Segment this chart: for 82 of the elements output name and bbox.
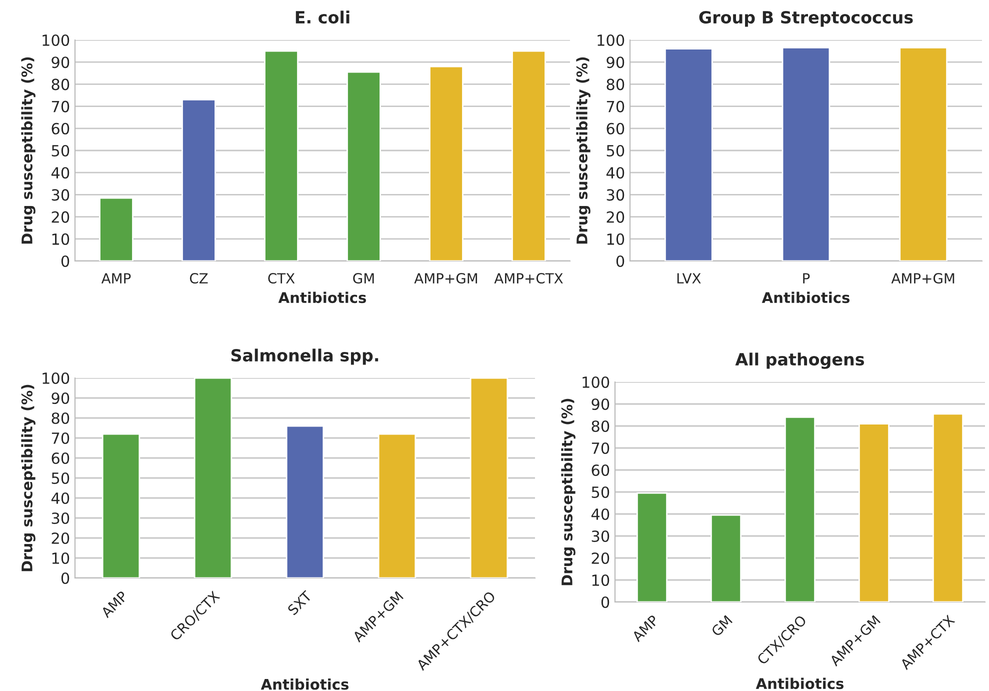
bar <box>99 197 134 261</box>
bar <box>346 71 381 261</box>
y-tick-label: 100 <box>42 372 70 384</box>
x-tick-label: GM <box>710 614 733 637</box>
bar <box>636 492 668 602</box>
y-tick-label: 70 <box>52 100 70 112</box>
y-tick-label: 20 <box>592 552 610 564</box>
y-tick-label: 30 <box>606 189 624 201</box>
y-tick-label: 60 <box>606 122 624 134</box>
y-tick-label: 0 <box>61 572 70 584</box>
x-tick-label: LVX <box>677 273 701 284</box>
y-tick-label: 10 <box>592 574 610 586</box>
bar <box>512 50 546 261</box>
y-tick-label: 100 <box>582 376 610 388</box>
y-tick-label: 50 <box>52 472 70 484</box>
y-tick-label: 0 <box>61 255 70 268</box>
y-tick-label: 70 <box>52 432 70 444</box>
chart-title: Group B Streptococcus <box>699 10 913 27</box>
bar <box>858 423 890 602</box>
y-tick-label: 0 <box>601 596 610 608</box>
y-tick-label: 90 <box>52 392 70 404</box>
y-tick-label: 30 <box>592 530 610 542</box>
x-axis-title: Antibiotics <box>278 292 366 304</box>
x-tick-label: AMP+GM <box>891 273 954 284</box>
y-tick-label: 30 <box>52 189 70 201</box>
y-tick-label: 10 <box>52 552 70 564</box>
y-tick-label: 70 <box>606 100 624 112</box>
y-tick-label: 0 <box>616 255 624 268</box>
x-tick-label: AMP+CTX <box>494 273 563 284</box>
y-tick-label: 20 <box>52 532 70 544</box>
y-tick-label: 60 <box>52 452 70 464</box>
y-tick-label: 80 <box>52 412 70 424</box>
y-tick-label: 30 <box>52 512 70 524</box>
y-tick-label: 40 <box>51 492 70 504</box>
bar <box>182 98 216 261</box>
y-axis-title: Drug susceptibility (%) <box>21 384 36 572</box>
x-tick-label: P <box>803 273 810 284</box>
bar <box>264 50 298 261</box>
bar <box>710 514 742 602</box>
x-tick-label: GM <box>353 273 374 284</box>
y-tick-label: 10 <box>52 233 70 245</box>
y-tick-label: 50 <box>592 486 610 498</box>
bar <box>470 378 508 578</box>
x-tick-label: AMP+GM <box>414 273 478 284</box>
y-tick-label: 70 <box>592 442 610 454</box>
y-axis-title: Drug susceptibility (%) <box>576 57 590 244</box>
y-axis-title: Drug susceptibility (%) <box>21 57 36 244</box>
bar <box>286 425 324 578</box>
y-tick-label: 50 <box>52 144 70 157</box>
y-tick-label: 90 <box>52 56 70 68</box>
y-tick-label: 100 <box>42 34 70 46</box>
y-tick-label: 80 <box>606 78 624 90</box>
y-tick-label: 50 <box>606 144 624 157</box>
y-axis-title: Drug susceptibility (%) <box>561 398 576 586</box>
y-tick-label: 100 <box>598 34 624 46</box>
y-tick-label: 40 <box>606 167 624 179</box>
y-tick-label: 60 <box>592 464 610 476</box>
y-tick-label: 40 <box>51 167 70 179</box>
y-tick-label: 10 <box>607 233 624 245</box>
y-tick-label: 90 <box>592 398 610 410</box>
x-axis-title: Antibiotics <box>756 678 844 690</box>
chart-title: All pathogens <box>735 352 864 369</box>
y-tick-label: 60 <box>52 122 70 134</box>
y-tick-label: 40 <box>591 508 610 520</box>
x-axis-title: Antibiotics <box>260 678 349 690</box>
y-tick-label: 80 <box>592 420 610 432</box>
x-tick-label: AMP <box>101 273 131 284</box>
bar <box>784 416 816 602</box>
x-tick-label: CTX <box>268 273 295 284</box>
bar <box>102 433 140 578</box>
bar <box>194 378 232 578</box>
x-axis-title: Antibiotics <box>762 292 850 304</box>
bar <box>932 413 964 602</box>
bar <box>378 433 416 578</box>
bar <box>429 66 464 261</box>
y-tick-label: 20 <box>606 211 624 223</box>
chart-title: Salmonella spp. <box>231 348 378 365</box>
y-tick-label: 20 <box>52 211 70 223</box>
y-tick-label: 80 <box>52 78 70 90</box>
chart-title: E. coli <box>296 10 350 24</box>
x-tick-label: CZ <box>190 273 208 284</box>
y-tick-label: 90 <box>606 56 624 68</box>
